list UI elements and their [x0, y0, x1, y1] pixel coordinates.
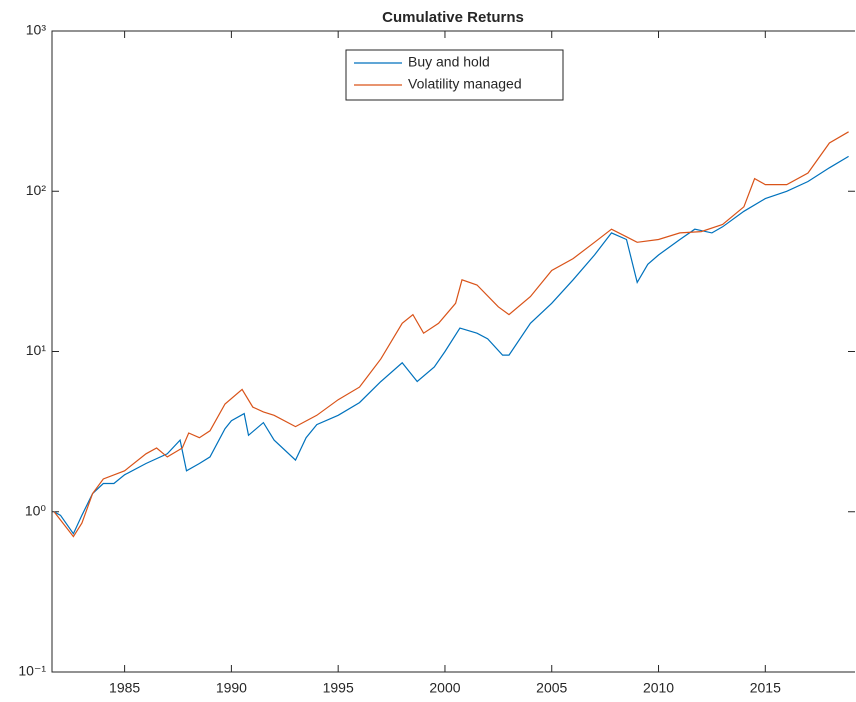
x-tick-label: 1985 — [109, 680, 140, 696]
legend-label: Volatility managed — [408, 76, 522, 92]
plot-area — [52, 31, 855, 672]
series-line — [53, 155, 849, 535]
axes-box — [51, 30, 855, 673]
y-tick-label: 10⁰ — [25, 502, 47, 518]
x-tick-label: 2000 — [429, 680, 460, 696]
chart-title: Cumulative Returns — [382, 9, 524, 26]
y-tick-label: 10² — [26, 182, 47, 198]
legend-box — [345, 49, 564, 101]
x-tick-label: 2010 — [643, 680, 674, 696]
y-tick-label: 10³ — [26, 22, 47, 38]
series-line — [53, 131, 849, 538]
y-tick-label: 10⁻¹ — [18, 663, 46, 679]
legend-label: Buy and hold — [408, 54, 490, 70]
x-tick-label: 1990 — [216, 680, 247, 696]
x-tick-label: 2005 — [536, 680, 567, 696]
x-tick-label: 2015 — [750, 680, 781, 696]
x-tick-label: 1995 — [323, 680, 354, 696]
y-tick-label: 10¹ — [26, 342, 47, 358]
